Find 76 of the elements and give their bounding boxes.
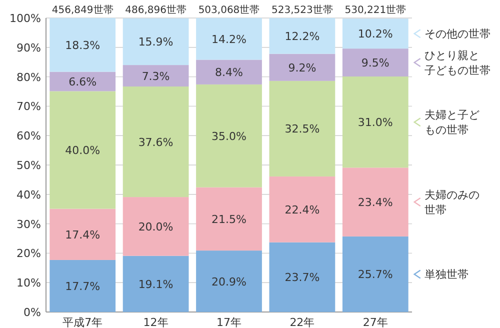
bar bbox=[196, 187, 262, 251]
bar bbox=[269, 18, 336, 54]
data-label: 9.2% bbox=[288, 61, 316, 74]
data-label: 31.0% bbox=[358, 116, 393, 130]
x-tick-label: 17年 bbox=[216, 316, 242, 328]
y-tick-label: 0% bbox=[24, 306, 41, 319]
x-tick-label: 27年 bbox=[362, 316, 388, 328]
data-label: 21.5% bbox=[212, 212, 246, 226]
bar bbox=[196, 18, 262, 60]
data-label: 10.2% bbox=[358, 28, 393, 41]
bar bbox=[50, 260, 116, 312]
data-label: 35.0% bbox=[212, 130, 246, 143]
bar bbox=[342, 236, 408, 312]
bar bbox=[122, 18, 189, 66]
legend-label: その他の世帯 bbox=[424, 28, 490, 41]
text: 486,896世帯 bbox=[125, 4, 186, 16]
bar bbox=[269, 242, 336, 312]
text: 523,523世帯 bbox=[272, 4, 333, 16]
bar bbox=[269, 54, 336, 81]
bar bbox=[196, 250, 262, 312]
data-label: 20.0% bbox=[138, 220, 174, 234]
data-label: 20.9% bbox=[212, 275, 246, 288]
bar bbox=[342, 18, 408, 49]
text: 503,068世帯 bbox=[198, 4, 260, 16]
bar bbox=[50, 18, 116, 72]
y-tick-label: 80% bbox=[16, 70, 41, 84]
data-label: 15.9% bbox=[138, 36, 174, 49]
text: 530,221世帯 bbox=[344, 4, 406, 16]
data-label: 6.6% bbox=[68, 76, 97, 89]
y-tick-label: 90% bbox=[16, 41, 41, 54]
y-tick-label: 60% bbox=[16, 130, 41, 143]
data-label: 25.7% bbox=[358, 268, 393, 282]
bar bbox=[122, 197, 189, 256]
data-label: 40.0% bbox=[65, 144, 100, 158]
data-label: 23.4% bbox=[358, 196, 393, 210]
data-label: 7.3% bbox=[142, 70, 170, 83]
bar bbox=[122, 256, 189, 312]
legend-label: 夫婦と子どもの世帯 bbox=[424, 108, 480, 137]
bar bbox=[196, 60, 262, 84]
legend-label: 夫婦のみの世帯 bbox=[424, 188, 480, 217]
data-label: 18.3% bbox=[65, 38, 100, 52]
bar bbox=[269, 176, 336, 242]
bar bbox=[196, 84, 262, 188]
legend-label: ひとり親と子どもの世帯 bbox=[424, 49, 490, 78]
bar bbox=[342, 48, 408, 77]
data-label: 32.5% bbox=[284, 122, 320, 136]
y-tick-label: 30% bbox=[16, 218, 41, 231]
y-tick-label: 40% bbox=[16, 188, 41, 202]
x-tick-label: 22年 bbox=[290, 316, 315, 328]
bar bbox=[50, 72, 116, 92]
data-label: 37.6% bbox=[138, 136, 174, 149]
x-tick-label: 平成7年 bbox=[62, 316, 103, 328]
bar bbox=[269, 80, 336, 176]
data-label: 14.2% bbox=[212, 32, 246, 46]
x-tick-label: 12年 bbox=[143, 316, 168, 328]
bar bbox=[342, 168, 408, 236]
data-label: 12.2% bbox=[284, 30, 320, 43]
bar bbox=[50, 91, 116, 209]
data-label: 17.7% bbox=[65, 280, 100, 293]
bar bbox=[122, 65, 189, 86]
y-tick-label: 10% bbox=[16, 276, 41, 290]
y-tick-label: 20% bbox=[16, 247, 41, 260]
bar bbox=[342, 76, 408, 168]
y-tick-label: 70% bbox=[16, 100, 41, 114]
y-tick-label: 100% bbox=[10, 12, 41, 25]
legend-label: 単独世帯 bbox=[424, 268, 468, 282]
data-label: 17.4% bbox=[65, 228, 100, 242]
data-label: 19.1% bbox=[138, 278, 174, 291]
data-label: 8.4% bbox=[215, 66, 243, 80]
y-tick-label: 50% bbox=[16, 159, 41, 172]
text: 456,849世帯 bbox=[52, 4, 114, 16]
bar bbox=[122, 86, 189, 198]
bar bbox=[50, 208, 116, 260]
data-label: 23.7% bbox=[284, 271, 320, 284]
data-label: 9.5% bbox=[361, 56, 390, 70]
data-label: 22.4% bbox=[284, 203, 320, 216]
